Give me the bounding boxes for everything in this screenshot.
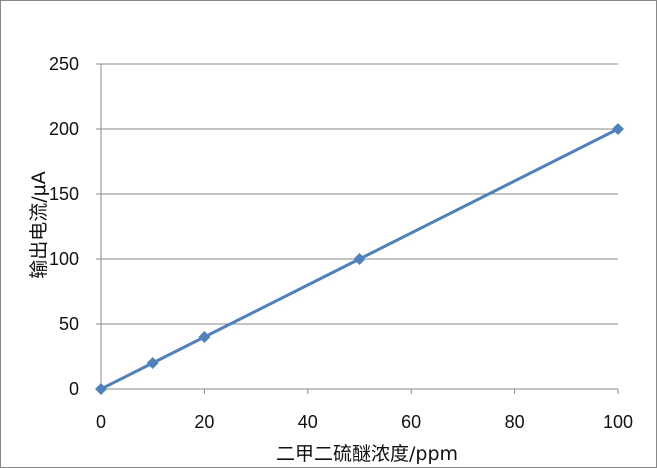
data-point-0 <box>95 383 107 395</box>
x-tick-label-100: 100 <box>603 412 633 432</box>
y-tick-label-250: 250 <box>49 54 79 74</box>
x-tick-label-60: 60 <box>401 412 421 432</box>
x-tick-label-20: 20 <box>194 412 214 432</box>
x-tick-label-0: 0 <box>96 412 106 432</box>
x-tick-label-40: 40 <box>298 412 318 432</box>
y-tick-label-150: 150 <box>49 184 79 204</box>
data-point-100 <box>612 123 624 135</box>
y-tick-label-100: 100 <box>49 249 79 269</box>
data-point-20 <box>198 331 211 343</box>
series <box>95 123 624 395</box>
x-tick-labels: 0 20 40 60 80 100 <box>96 412 633 432</box>
y-tick-labels: 0 50 100 150 200 250 <box>49 54 79 399</box>
y-tick-label-50: 50 <box>59 314 79 334</box>
grid-lines <box>101 63 618 325</box>
y-axis-title: 输出电流/μA <box>28 171 50 279</box>
y-tick-label-0: 0 <box>69 379 79 399</box>
x-tick-label-80: 80 <box>505 412 525 432</box>
data-point-10 <box>146 357 159 369</box>
data-point-50 <box>353 253 366 265</box>
y-tick-label-200: 200 <box>49 119 79 139</box>
axes <box>96 63 619 394</box>
x-axis-title: 二甲二硫醚浓度/ppm <box>276 443 458 465</box>
